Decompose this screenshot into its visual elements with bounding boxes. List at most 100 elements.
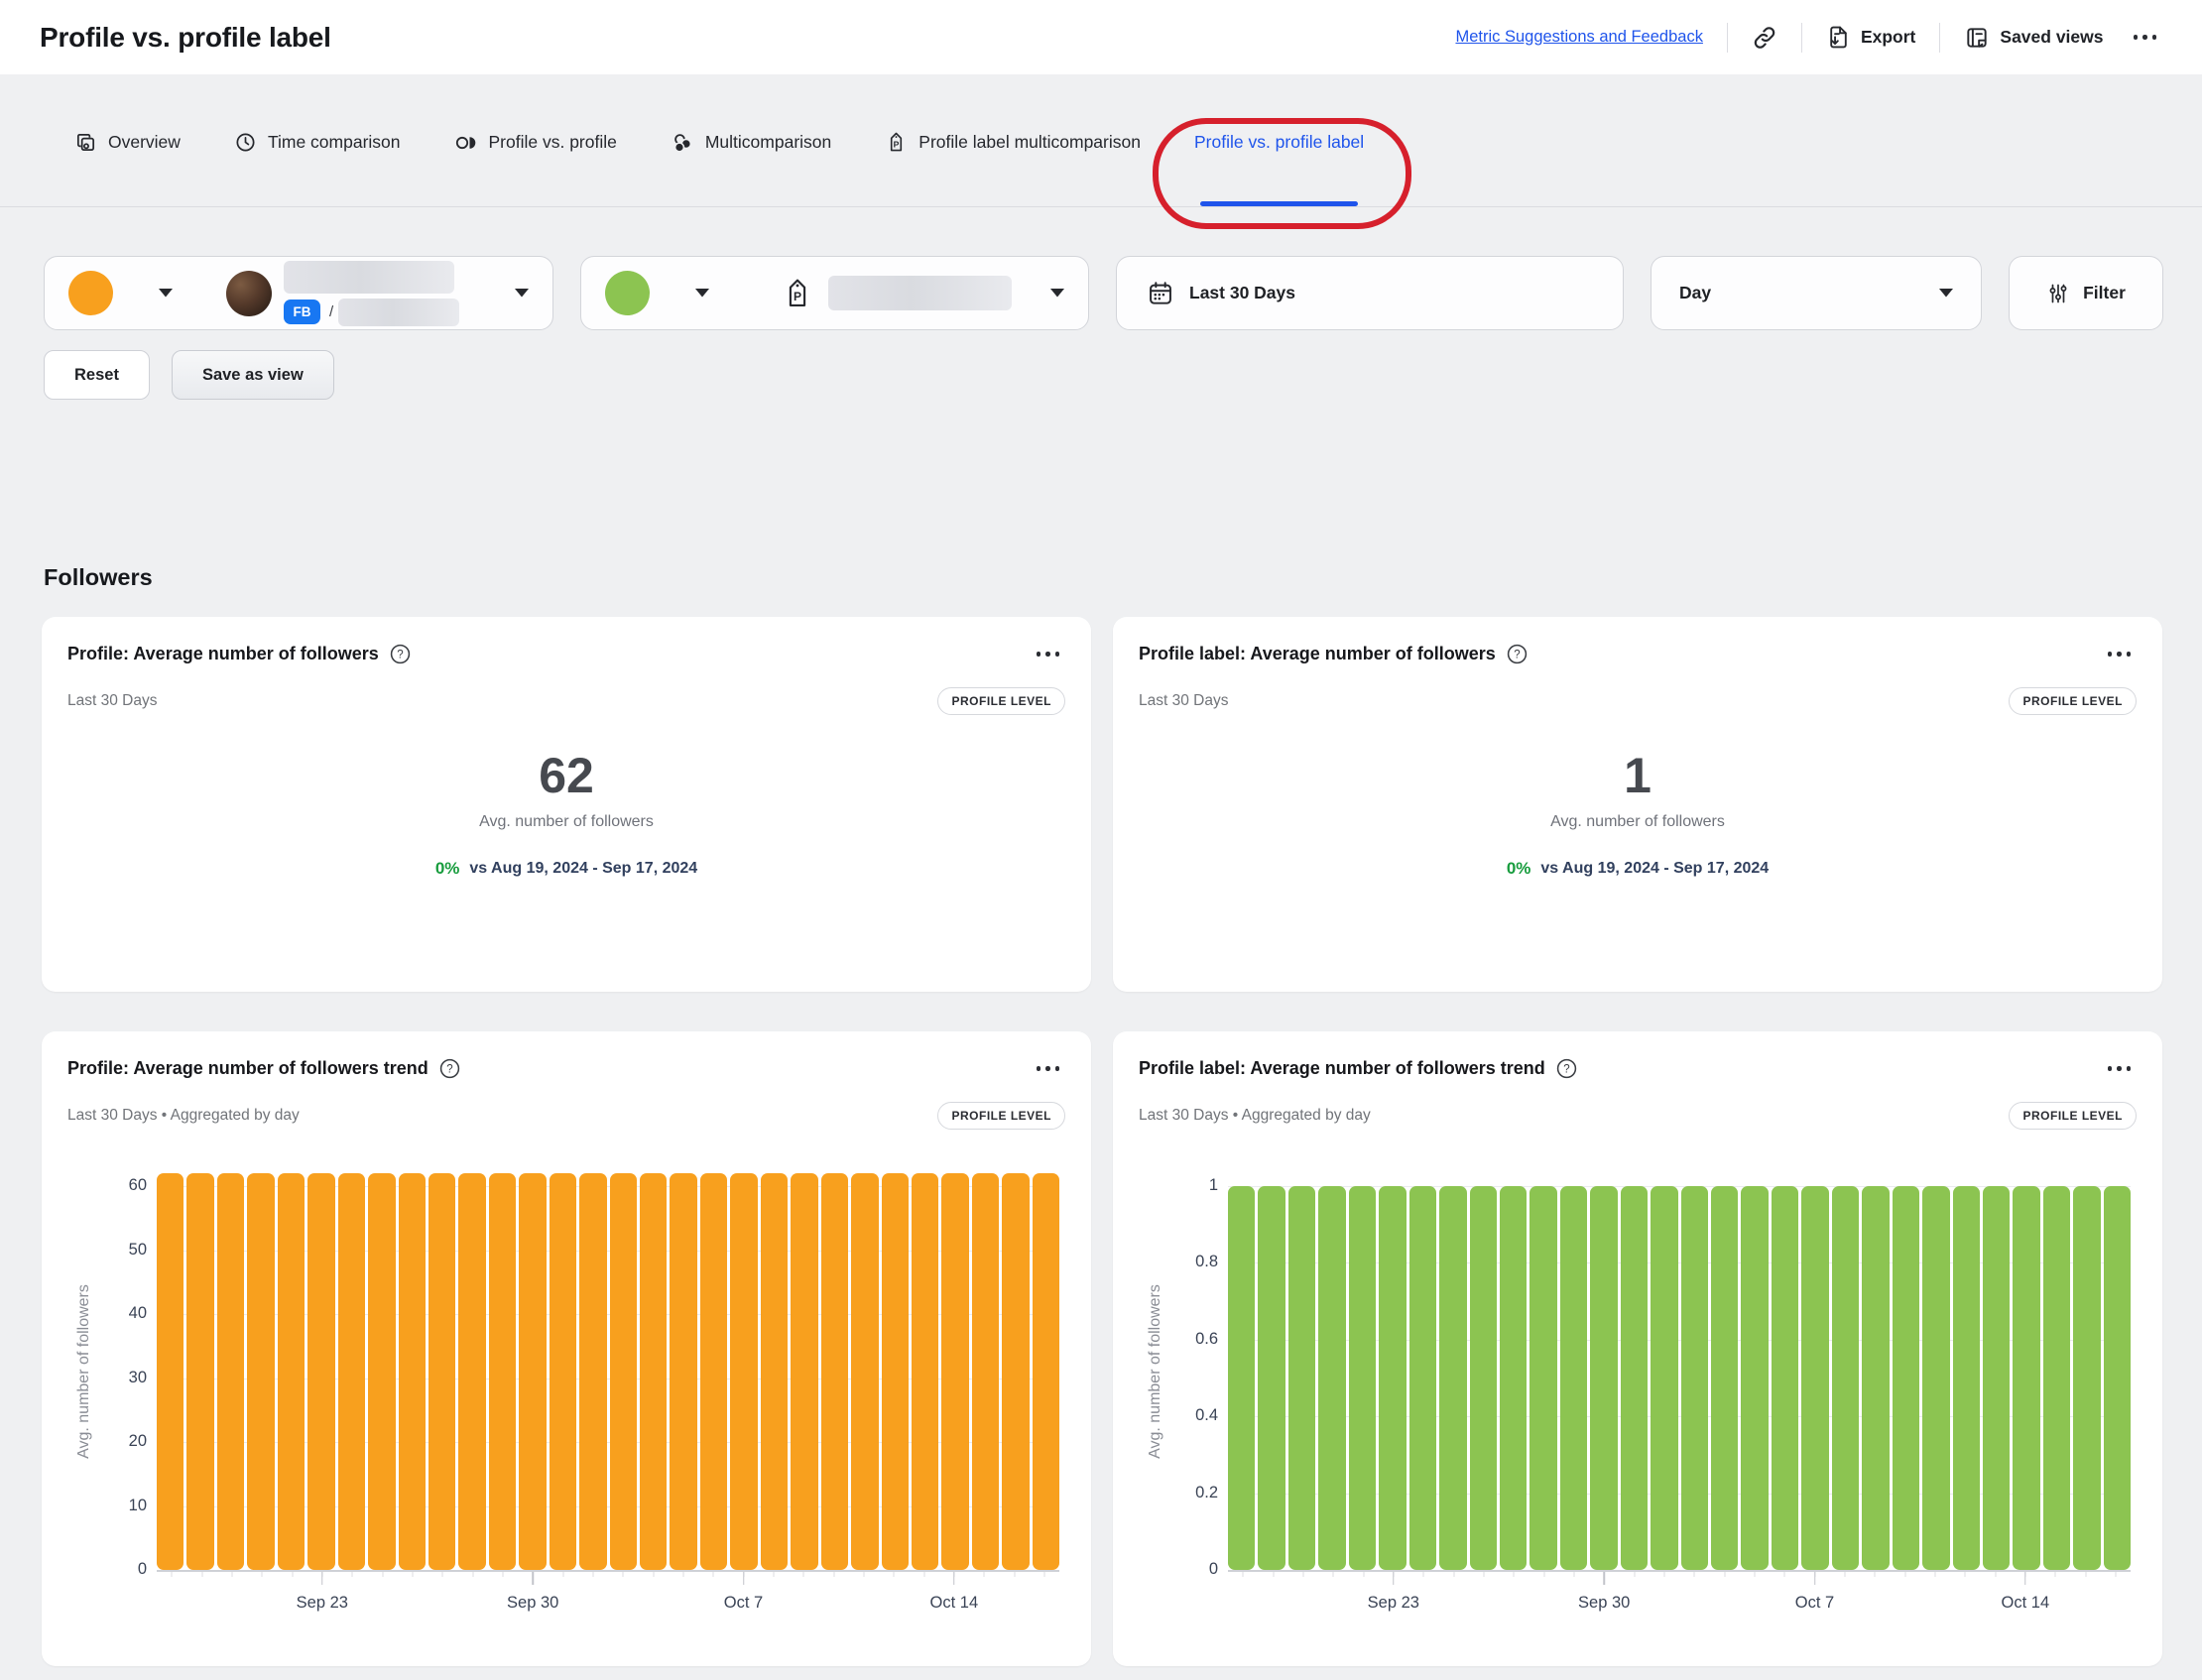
tab-profile-vs-profile-label[interactable]: Profile vs. profile label [1152, 74, 1412, 229]
bar-Oct 9 [1862, 1186, 1890, 1570]
x-minor-tick [1302, 1572, 1304, 1577]
tab-overview[interactable]: Overview [74, 74, 181, 206]
y-tick-label: 40 [128, 1304, 147, 1322]
card-period: Last 30 Days [1139, 692, 1229, 709]
tab-profile-label-multicomparison[interactable]: P Profile label multicomparison [885, 74, 1141, 206]
profile-name-redacted: FB / [284, 260, 460, 326]
y-tick-label: 0 [1208, 1560, 1218, 1578]
page-title: Profile vs. profile label [40, 21, 331, 53]
card-more-menu[interactable] [2102, 1060, 2138, 1077]
x-minor-tick [412, 1572, 414, 1577]
profile-label-selector[interactable]: P [580, 256, 1089, 330]
svg-text:?: ? [1563, 1064, 1569, 1076]
x-minor-tick [171, 1572, 173, 1577]
save-as-view-button[interactable]: Save as view [171, 350, 334, 400]
header-actions: Metric Suggestions and Feedback Export S… [1455, 22, 2163, 53]
reset-button[interactable]: Reset [44, 350, 150, 400]
tab-multicomparison[interactable]: Multicomparison [671, 74, 831, 206]
gridline [157, 1314, 1059, 1315]
x-minor-tick [502, 1572, 504, 1577]
bar-Oct 1 [1620, 1186, 1649, 1570]
card-title: Profile: Average number of followers tre… [67, 1058, 428, 1078]
x-major-tick [1603, 1572, 1605, 1585]
cards-grid: Profile: Average number of followers ? L… [42, 617, 2164, 1666]
bar-Oct 16 [2073, 1186, 2101, 1570]
tab-label: Multicomparison [704, 132, 832, 152]
help-icon[interactable]: ? [1506, 643, 1529, 665]
bar-Sep 25 [368, 1173, 396, 1570]
svg-text:P: P [894, 139, 900, 149]
help-icon[interactable]: ? [1555, 1057, 1578, 1080]
metric-suggestions-link[interactable]: Metric Suggestions and Feedback [1455, 28, 1703, 46]
bar-Oct 3 [609, 1173, 637, 1570]
x-minor-tick [1874, 1572, 1876, 1577]
x-axis-line [1228, 1570, 2131, 1572]
gridline [157, 1442, 1059, 1443]
chevron-down-icon[interactable] [1939, 289, 1953, 298]
x-minor-tick [1513, 1572, 1515, 1577]
divider [1939, 22, 1941, 53]
x-minor-tick [983, 1572, 985, 1577]
label-color-swatch[interactable] [605, 271, 650, 315]
bar-Oct 12 [881, 1173, 909, 1570]
x-minor-tick [833, 1572, 834, 1577]
saved-views-icon [1964, 25, 1990, 51]
help-icon[interactable]: ? [389, 643, 412, 665]
x-minor-tick [1964, 1572, 1966, 1577]
x-major-tick [321, 1572, 323, 1585]
card-period: Last 30 Days • Aggregated by day [1139, 1107, 1371, 1124]
date-range-picker[interactable]: Last 30 Days [1116, 256, 1624, 330]
chevron-down-icon[interactable] [515, 289, 529, 298]
gridline [157, 1378, 1059, 1380]
x-tick-label: Oct 7 [723, 1594, 764, 1612]
granularity-dropdown[interactable]: Day [1651, 256, 1982, 330]
y-axis-title: Avg. number of followers [75, 1284, 92, 1459]
overview-icon [74, 131, 97, 154]
card-more-menu[interactable] [2102, 646, 2138, 662]
metric-label: Avg. number of followers [479, 813, 654, 830]
bar-Sep 27 [428, 1173, 456, 1570]
chevron-down-icon[interactable] [1050, 289, 1064, 298]
divider [1800, 22, 1802, 53]
granularity-label: Day [1679, 283, 1712, 302]
help-icon[interactable]: ? [438, 1057, 461, 1080]
gridline [157, 1250, 1059, 1252]
x-minor-tick [261, 1572, 263, 1577]
bar-Oct 6 [699, 1173, 728, 1570]
export-button[interactable]: Export [1826, 25, 1915, 50]
bar-Sep 25 [1439, 1186, 1467, 1570]
filter-button[interactable]: Filter [2009, 256, 2163, 330]
card-more-menu[interactable] [1031, 646, 1066, 662]
share-link-icon[interactable] [1752, 25, 1777, 51]
app-header: Profile vs. profile label Metric Suggest… [0, 0, 2202, 74]
filter-label: Filter [2083, 283, 2126, 302]
filter-row: FB / P Last 30 Days Day [44, 256, 2164, 330]
tab-profile-vs-profile[interactable]: Profile vs. profile [454, 74, 617, 206]
gridline [1228, 1493, 2131, 1495]
bar-Oct 15 [2042, 1186, 2071, 1570]
bar-Oct 7 [730, 1173, 758, 1570]
chevron-down-icon[interactable] [159, 289, 173, 298]
profile-color-swatch[interactable] [68, 271, 113, 315]
report-tabbar: Overview Time comparison Profile vs. pro… [0, 74, 2202, 229]
bar-Sep 19 [186, 1173, 214, 1570]
bar-Oct 2 [1651, 1186, 1678, 1570]
card-title: Profile label: Average number of followe… [1139, 1058, 1545, 1078]
bar-Oct 17 [2103, 1186, 2132, 1570]
bar-Sep 26 [398, 1173, 426, 1570]
x-major-tick [2024, 1572, 2026, 1585]
card-more-menu[interactable] [1031, 1060, 1066, 1077]
chevron-down-icon[interactable] [695, 289, 709, 298]
redacted-text [828, 276, 1012, 310]
profile-level-badge: PROFILE LEVEL [2009, 687, 2137, 715]
export-icon [1826, 25, 1851, 50]
tab-time-comparison[interactable]: Time comparison [234, 74, 401, 206]
x-minor-tick [802, 1572, 804, 1577]
profile-selector[interactable]: FB / [44, 256, 553, 330]
bar-Sep 20 [216, 1173, 245, 1570]
tab-label: Profile label multicomparison [918, 132, 1141, 152]
header-more-menu[interactable] [2128, 29, 2163, 46]
x-minor-tick [2115, 1572, 2117, 1577]
saved-views-button[interactable]: Saved views [1964, 25, 2104, 51]
x-minor-tick [1754, 1572, 1756, 1577]
